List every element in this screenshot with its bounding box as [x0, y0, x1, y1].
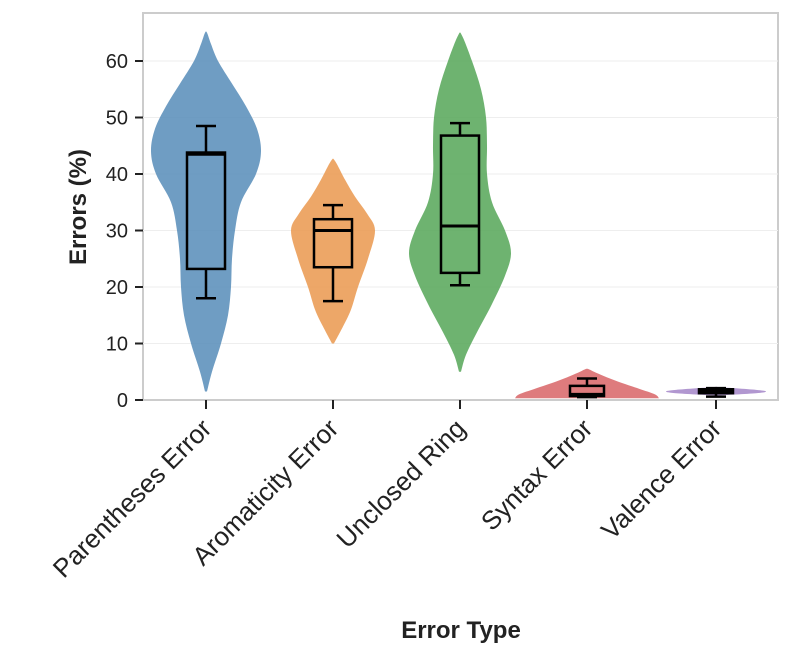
y-tick-label: 60: [106, 51, 128, 73]
y-axis-title: Errors (%): [65, 149, 92, 265]
y-axis: 0 10 20 30 40 50 60: [106, 51, 143, 412]
y-tick-label: 0: [117, 390, 128, 412]
y-tick-label: 50: [106, 108, 128, 130]
box-iqr: [185, 151, 227, 271]
x-axis-title: Error Type: [401, 617, 521, 644]
box-iqr: [439, 134, 481, 275]
y-tick-label: 40: [106, 164, 128, 186]
x-tick-label: Syntax Error: [475, 413, 599, 537]
violin-2: [290, 158, 376, 344]
y-tick-label: 20: [106, 277, 128, 299]
x-tick-label: Valence Error: [595, 413, 727, 545]
x-tick-label: Unclosed Ring: [330, 413, 471, 554]
violins: [150, 31, 766, 399]
violin-1: [150, 31, 262, 392]
y-tick-label: 30: [106, 221, 128, 243]
y-tick-label: 10: [106, 334, 128, 356]
box-iqr: [568, 384, 606, 398]
box-plots: [185, 121, 735, 399]
box-iqr: [312, 217, 354, 269]
violin-3: [409, 32, 511, 372]
x-tick-label: Parentheses Error: [47, 413, 218, 584]
